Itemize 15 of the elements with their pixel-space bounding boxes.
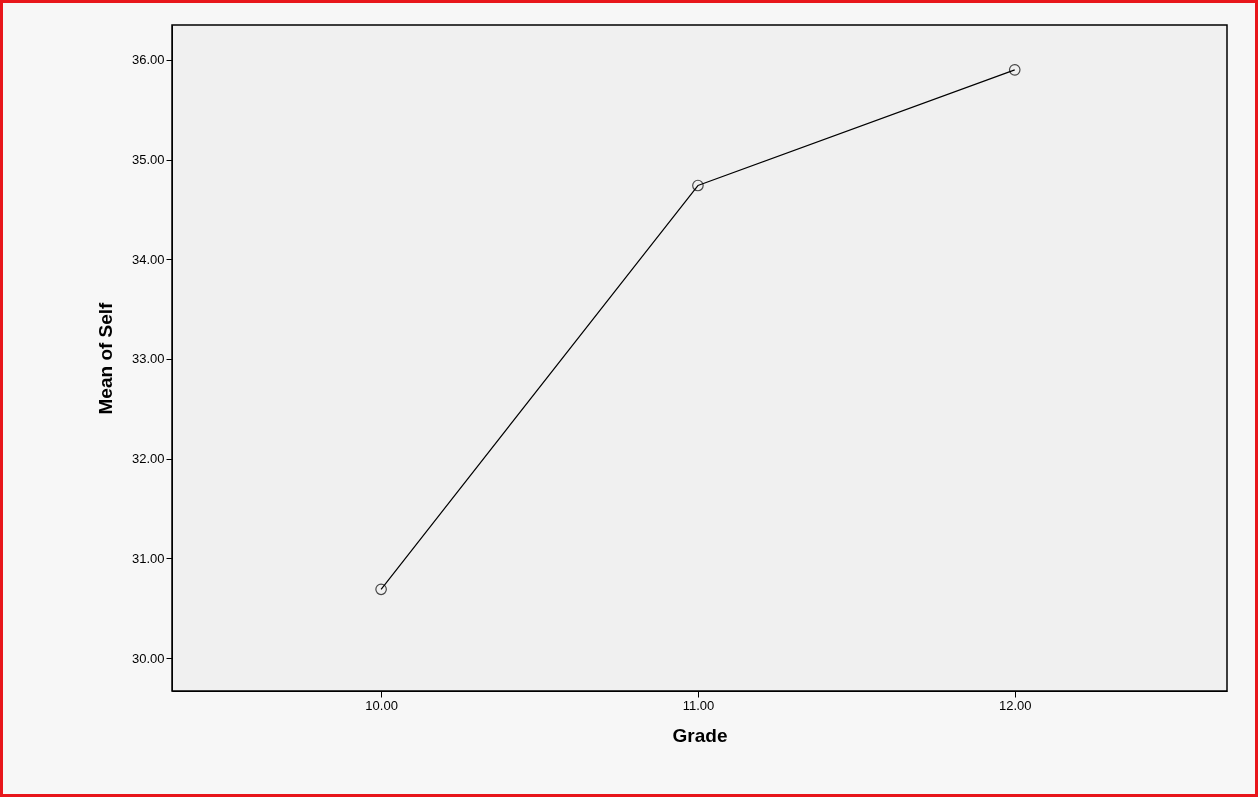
y-tick-label: 32.00 xyxy=(131,451,165,467)
y-tick-label: 30.00 xyxy=(131,650,165,666)
point xyxy=(375,583,387,596)
y-tick-label: 33.00 xyxy=(131,351,165,367)
point xyxy=(692,179,704,192)
y-axis-title: Mean of Self xyxy=(94,301,116,415)
y-tick-label: 31.00 xyxy=(131,550,165,566)
y-tick-label: 34.00 xyxy=(131,251,165,267)
x-tick-label: 11.00 xyxy=(682,697,715,713)
y-tick-label: 36.00 xyxy=(131,52,165,68)
point xyxy=(1008,64,1021,76)
x-tick-label: 10.00 xyxy=(365,697,398,713)
x-axis-title: Grade xyxy=(672,724,728,746)
y-tick-label: 35.00 xyxy=(131,152,165,168)
x-tick-label: 12.00 xyxy=(998,697,1032,713)
